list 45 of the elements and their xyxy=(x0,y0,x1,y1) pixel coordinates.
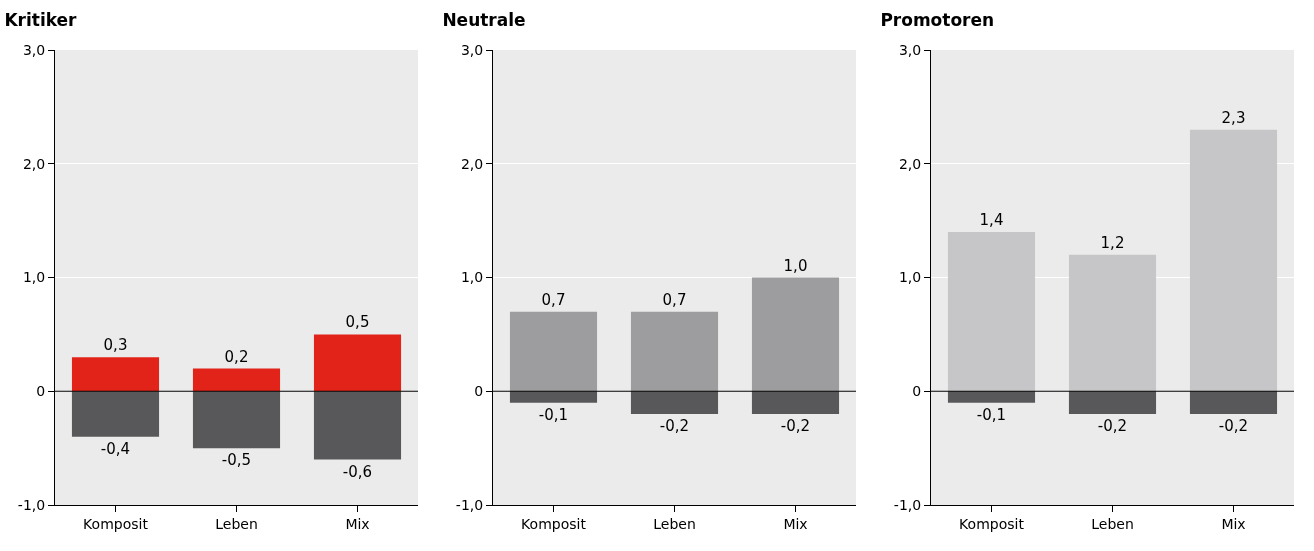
y-tick-label: 0 xyxy=(36,383,46,400)
data-label: -0,2 xyxy=(1218,417,1249,435)
chart-title: Promotoren xyxy=(880,9,995,30)
data-label: -0,2 xyxy=(780,417,811,435)
y-tick-label: 0 xyxy=(912,383,922,400)
x-tick-label: Komposit xyxy=(959,515,1025,532)
data-label: -0,2 xyxy=(659,417,690,435)
data-label: -0,4 xyxy=(100,439,131,458)
y-tick-label: 2,0 xyxy=(898,155,922,172)
x-tick-label: Leben xyxy=(1091,515,1134,532)
y-tick-label: 0 xyxy=(474,383,484,400)
data-label: 0,5 xyxy=(345,313,370,332)
x-tick-label: Mix xyxy=(1221,515,1246,532)
data-label: 0,7 xyxy=(541,290,566,309)
data-label: -0,2 xyxy=(1097,417,1128,435)
data-label: 1,4 xyxy=(979,211,1004,229)
data-label: 0,7 xyxy=(662,290,687,309)
data-label: -0,1 xyxy=(976,405,1007,424)
y-tick-label: 1,0 xyxy=(22,269,46,286)
data-label: 0,2 xyxy=(224,347,249,366)
y-tick-label: 2,0 xyxy=(22,155,46,172)
x-tick-label: Komposit xyxy=(83,515,149,532)
chart-title: Neutrale xyxy=(442,9,526,30)
y-tick-label: 2,0 xyxy=(460,155,484,172)
y-tick-label: -1,0 xyxy=(893,496,922,513)
y-tick-label: 3,0 xyxy=(22,41,46,58)
y-tick-label: -1,0 xyxy=(455,496,484,513)
x-tick-label: Mix xyxy=(783,515,808,532)
data-label: -0,6 xyxy=(342,462,373,481)
chart-title: Kritiker xyxy=(4,9,78,30)
data-label: 1,0 xyxy=(783,256,808,275)
data-label: 1,2 xyxy=(1100,233,1125,252)
y-tick-label: 1,0 xyxy=(898,269,922,286)
x-tick-label: Leben xyxy=(653,515,696,532)
data-label: 2,3 xyxy=(1221,108,1246,127)
y-tick-label: 3,0 xyxy=(460,41,484,58)
x-tick-label: Komposit xyxy=(521,515,587,532)
y-tick-label: -1,0 xyxy=(17,496,46,513)
data-label: -0,5 xyxy=(221,451,252,470)
y-tick-label: 1,0 xyxy=(460,269,484,286)
data-label: -0,1 xyxy=(538,405,569,424)
x-tick-label: Leben xyxy=(215,515,258,532)
data-label: 0,3 xyxy=(103,336,128,355)
y-tick-label: 3,0 xyxy=(898,41,922,58)
x-tick-label: Mix xyxy=(345,515,370,532)
